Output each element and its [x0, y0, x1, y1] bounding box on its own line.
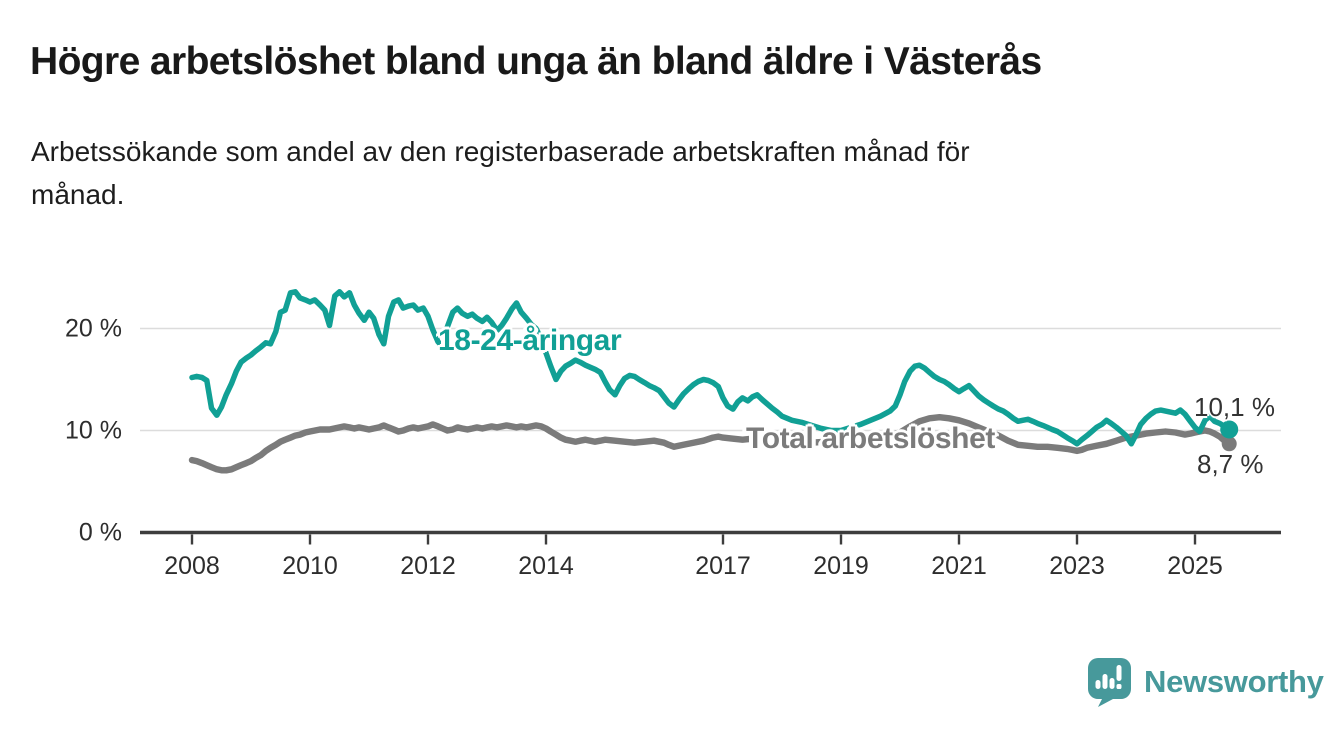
x-axis-label-2014: 2014	[518, 552, 574, 580]
newsworthy-logo: Newsworthy	[1086, 657, 1324, 707]
x-axis-label-2023: 2023	[1049, 552, 1105, 580]
end-value-label-total: 8,7 %	[1197, 449, 1264, 479]
y-axis-label-10: 10 %	[65, 416, 122, 444]
chart-subtitle-line-2: månad.	[31, 179, 125, 210]
y-axis-label-0: 0 %	[78, 518, 122, 546]
newsworthy-speech-bubble-icon	[1088, 658, 1131, 707]
x-axis-label-2012: 2012	[400, 552, 456, 580]
chart-subtitle: Arbetssökande som andel av den registerb…	[31, 130, 1261, 216]
series-end-dot-youth	[1220, 420, 1239, 439]
x-axis-label-2010: 2010	[282, 552, 338, 580]
x-axis-label-2019: 2019	[813, 552, 869, 580]
series-line-youth	[189, 289, 1232, 447]
series-line-total	[188, 414, 1233, 474]
newsworthy-logo-text: Newsworthy	[1144, 664, 1324, 699]
x-axis-label-2025: 2025	[1167, 552, 1223, 580]
x-axis-label-2008: 2008	[164, 552, 220, 580]
y-axis-label-20: 20 %	[65, 314, 122, 342]
series-label-youth: 18-24-åringar	[438, 324, 622, 357]
x-axis-label-2017: 2017	[695, 552, 751, 580]
end-value-label-youth: 10,1 %	[1194, 392, 1275, 422]
series-end-dot-total	[1221, 436, 1237, 452]
x-axis-label-2021: 2021	[931, 552, 987, 580]
page-title: Högre arbetslöshet bland unga än bland ä…	[30, 40, 1042, 83]
series-label-total: Total arbetslöshet	[746, 422, 995, 455]
chart-subtitle-line-1: Arbetssökande som andel av den registerb…	[31, 136, 970, 167]
